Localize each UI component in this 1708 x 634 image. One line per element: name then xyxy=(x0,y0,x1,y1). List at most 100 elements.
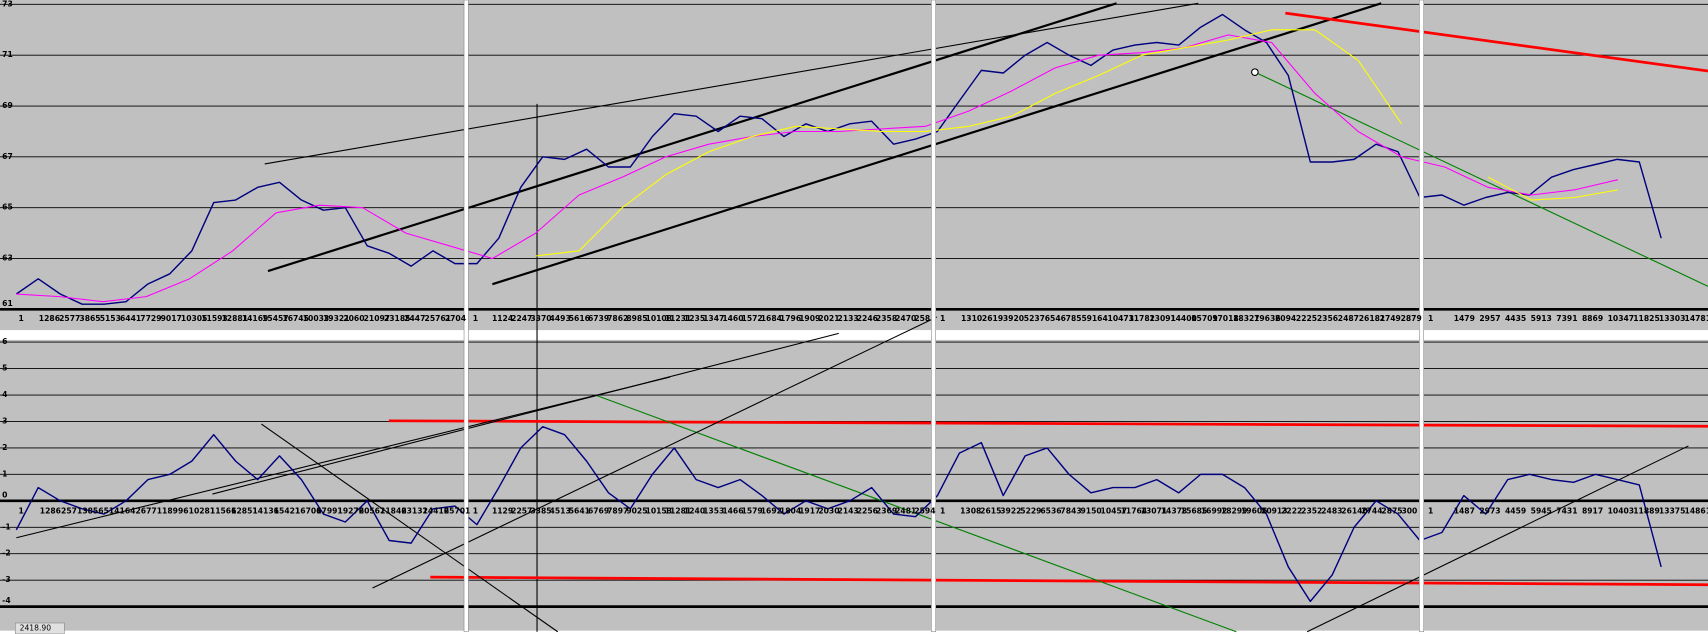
y-tick-label: 65 xyxy=(2,203,13,212)
y-tick-label: -4 xyxy=(2,596,10,605)
x-tick-label: 6536 xyxy=(1040,507,1061,516)
x-tick-label: 1353 xyxy=(703,507,724,516)
x-tick-label: 3865 xyxy=(79,314,100,323)
trend-line xyxy=(388,419,1708,428)
x-tick-label: 17991 xyxy=(316,507,342,516)
x-tick-label: 11889 xyxy=(1633,507,1659,516)
x-tick-label: 2222 xyxy=(1281,507,1302,516)
x-tick-label: 1684 xyxy=(761,314,782,323)
series-line xyxy=(16,34,1619,303)
x-tick-label: 5616 xyxy=(569,314,590,323)
x-tick-label: 2060 xyxy=(343,314,364,323)
x-tick-label: 2483 xyxy=(1321,507,1342,516)
x-tick-label: 15685 xyxy=(1181,507,1207,516)
x-tick-label: 1572 xyxy=(742,314,763,323)
bottom-panel xyxy=(0,339,1708,631)
x-tick-label: 4459 xyxy=(1505,507,1526,516)
x-tick-label: 1 xyxy=(940,314,945,323)
x-tick-label: 10473 xyxy=(1108,314,1134,323)
x-tick-label: 1479 xyxy=(1454,314,1475,323)
x-tick-label: 15709 xyxy=(1191,314,1217,323)
y-tick-label: -2 xyxy=(2,549,10,558)
x-tick-label: 10281 xyxy=(189,507,215,516)
x-tick-label: 258 xyxy=(914,314,930,323)
y-tick-label: 67 xyxy=(2,152,13,161)
trend-lines xyxy=(16,2,1708,633)
x-tick-label: 2744 xyxy=(1361,507,1382,516)
x-tick-label: 10305 xyxy=(181,314,207,323)
section-divider xyxy=(1419,0,1424,633)
x-tick-label: 2369 xyxy=(876,507,897,516)
y-tick-label: 69 xyxy=(2,101,13,110)
x-tick-label: 14861 xyxy=(1685,507,1708,516)
x-tick-label: 7729 xyxy=(140,314,161,323)
x-tick-label: 6769 xyxy=(588,507,609,516)
x-tick-label: 4435 xyxy=(1505,314,1526,323)
x-tick-label: 5229 xyxy=(1020,507,1041,516)
y-tick-label: 6 xyxy=(2,337,7,346)
trend-line xyxy=(267,2,1117,273)
x-tick-label: 1240 xyxy=(684,507,705,516)
x-tick-label: 26140 xyxy=(1341,507,1367,516)
x-tick-label: 2615 xyxy=(980,507,1001,516)
x-tick-label: 19276 xyxy=(338,507,364,516)
y-tick-label: 71 xyxy=(2,50,13,59)
section-divider xyxy=(463,0,469,633)
x-tick-label: 2257 xyxy=(511,507,532,516)
trend-line xyxy=(16,376,671,539)
x-tick-label: 9150 xyxy=(1080,507,1101,516)
x-tick-label: 23131 xyxy=(401,507,427,516)
x-tick-label: 1286 xyxy=(40,507,61,516)
x-tick-label: 1 xyxy=(1428,314,1433,323)
x-tick-label: 5641 xyxy=(569,507,590,516)
x-tick-label: 18327 xyxy=(1233,314,1259,323)
x-tick-label: 1917 xyxy=(799,507,820,516)
x-tick-label: 1460 xyxy=(722,314,743,323)
x-tick-label: 13375 xyxy=(1659,507,1685,516)
x-tick-label: 6441 xyxy=(120,314,141,323)
x-tick-label: 8996 xyxy=(167,507,188,516)
x-tick-label: 14136 xyxy=(252,507,278,516)
y-tick-label: 2 xyxy=(2,443,7,452)
section-divider xyxy=(931,0,936,633)
x-tick-label: 10347 xyxy=(1608,314,1634,323)
x-tick-label: 7897 xyxy=(607,507,628,516)
x-tick-label: 4513 xyxy=(550,507,571,516)
x-tick-label: 17018 xyxy=(1212,314,1238,323)
y-tick-label: 4 xyxy=(2,390,7,399)
anchor-point xyxy=(1251,68,1259,76)
y-tick-label: 1 xyxy=(2,469,7,478)
trend-line xyxy=(430,575,1708,587)
x-tick-label: 5153 xyxy=(100,314,121,323)
x-tick-label: 25701 xyxy=(444,507,470,516)
x-tick-label: 2225 xyxy=(1296,314,1317,323)
x-tick-label: 10108 xyxy=(646,314,672,323)
x-tick-label: 12881 xyxy=(222,314,248,323)
x-tick-label: 11825 xyxy=(1633,314,1659,323)
x-tick-label: 14378 xyxy=(1161,507,1187,516)
x-tick-label: 1909 xyxy=(799,314,820,323)
x-tick-label: 12851 xyxy=(231,507,257,516)
x-tick-label: 14169 xyxy=(242,314,268,323)
x-tick-label: 1692 xyxy=(761,507,782,516)
x-tick-label: 9164 xyxy=(1087,314,1108,323)
x-tick-label: 19636 xyxy=(1254,314,1280,323)
x-tick-label: 1 xyxy=(473,314,478,323)
x-tick-label: 10403 xyxy=(1608,507,1634,516)
x-tick-label: 2256 xyxy=(857,507,878,516)
x-tick-label: 10457 xyxy=(1101,507,1127,516)
x-tick-label: 1235 xyxy=(684,314,705,323)
trend-line xyxy=(1254,71,1708,287)
x-tick-label: 7711 xyxy=(146,507,167,516)
x-tick-label: 2749 xyxy=(1380,314,1401,323)
x-tick-label: 5913 xyxy=(1531,314,1552,323)
x-tick-label: 1579 xyxy=(742,507,763,516)
x-tick-label: 8985 xyxy=(626,314,647,323)
x-tick-label: 2577 xyxy=(59,314,80,323)
x-tick-label: 23185 xyxy=(384,314,410,323)
x-tick-label: 18299 xyxy=(1221,507,1247,516)
x-tick-label: 14400 xyxy=(1170,314,1196,323)
x-tick-label: 7862 xyxy=(607,314,628,323)
